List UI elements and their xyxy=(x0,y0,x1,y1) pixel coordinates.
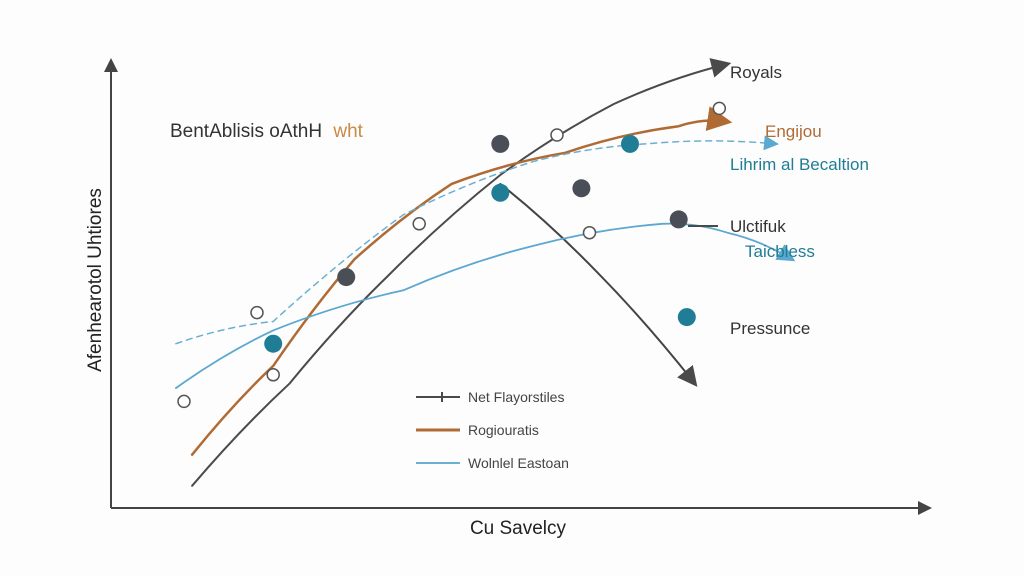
chart-title-suffix: wht xyxy=(332,121,363,142)
data-point-teal-6 xyxy=(621,134,639,153)
legend: Net Flayorstiles Rogiouratis Wolnlel Eas… xyxy=(416,389,569,471)
points-layer xyxy=(177,101,727,409)
data-point-dark-3 xyxy=(669,210,688,229)
series-label-pressunce: Pressunce xyxy=(730,319,810,338)
legend-label-1: Rogiouratis xyxy=(468,422,539,438)
data-point-dark-2 xyxy=(572,179,591,198)
data-point-open-10 xyxy=(550,128,564,142)
series-line-taicbless-5 xyxy=(175,222,796,389)
series-label-taicbless: Taicbless xyxy=(745,242,815,261)
chart-title-main: BentAblisis oAthH xyxy=(170,121,322,142)
series-layer xyxy=(175,58,796,487)
chart-title: BentAblisis oAthH wht xyxy=(170,121,364,142)
data-point-open-13 xyxy=(177,394,191,409)
series-line-pressunce-4 xyxy=(499,182,698,387)
series-label-ulctifuk: Ulctifuk xyxy=(730,217,786,236)
data-point-open-12 xyxy=(266,368,280,382)
data-point-open-14 xyxy=(712,101,727,116)
data-point-teal-4 xyxy=(491,183,510,202)
legend-label-0: Net Flayorstiles xyxy=(468,389,564,405)
series-label-royals: Royals xyxy=(730,63,782,82)
data-point-open-9 xyxy=(412,217,426,231)
series-label-engijou: Engijou xyxy=(765,122,822,141)
data-point-teal-5 xyxy=(264,334,283,353)
data-point-dark-1 xyxy=(337,268,356,287)
data-point-teal-7 xyxy=(677,308,696,327)
x-axis-label: Cu Savelcy xyxy=(470,518,567,539)
data-point-open-8 xyxy=(250,305,264,320)
series-line-lihrim-2 xyxy=(175,135,779,345)
legend-label-2: Wolnlel Eastoan xyxy=(468,455,569,471)
series-line-royals-0 xyxy=(191,58,732,487)
y-axis-arrow-icon xyxy=(104,58,118,72)
series-label-lihrim: Lihrim al Becaltion xyxy=(730,155,869,174)
data-point-dark-0 xyxy=(491,134,510,153)
x-axis-arrow-icon xyxy=(918,501,932,515)
series-line-engijou-1 xyxy=(190,106,733,456)
data-point-open-11 xyxy=(582,225,597,240)
y-axis-label: Afenhearotol Uhtiores xyxy=(85,188,106,372)
